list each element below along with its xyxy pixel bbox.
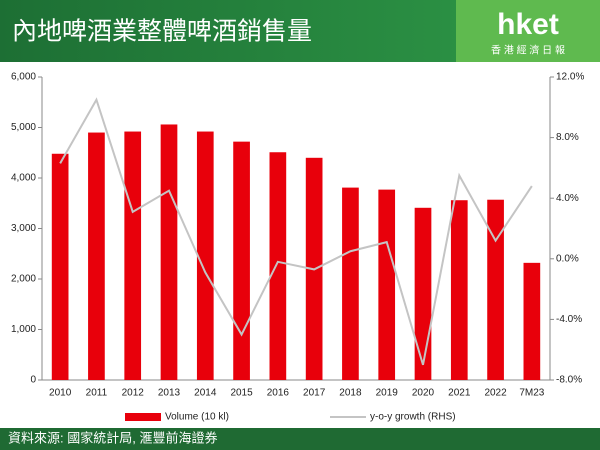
source-note: 資料來源: 國家統計局, 滙豐前海證券 <box>8 430 217 445</box>
bar <box>487 199 504 380</box>
x-tick-label: 2021 <box>448 388 471 399</box>
y2-tick-label: 12.0% <box>556 72 584 83</box>
footer-bar <box>0 428 600 450</box>
bar <box>88 132 105 380</box>
y-tick-label: 1,000 <box>11 324 36 335</box>
x-tick-label: 2020 <box>412 388 435 399</box>
y2-tick-label: -4.0% <box>556 314 582 325</box>
x-tick-label: 2010 <box>49 388 72 399</box>
line <box>59 97 533 366</box>
logo-box <box>456 0 600 62</box>
y-tick-label: 6,000 <box>11 72 36 83</box>
x-tick-label: 2015 <box>230 388 253 399</box>
plot: 0 1,000 2,000 3,000 4,000 5,000 6,000 -8.0% -4.0… <box>11 72 584 423</box>
x-tick-label: 2011 <box>86 388 108 399</box>
x-tick-label: 2022 <box>484 388 507 399</box>
bar <box>269 152 287 380</box>
x-tick-label: 2017 <box>303 388 326 399</box>
bar <box>523 262 541 380</box>
bar <box>160 124 178 380</box>
y2-tick-label: 8.0% <box>556 132 579 143</box>
bar <box>414 207 432 380</box>
y2-tick-label: -8.0% <box>556 375 582 386</box>
y2-tick-label: 4.0% <box>556 193 579 204</box>
x-tick-label: 7M23 <box>519 388 544 399</box>
legend-label: Volume (10 kl) <box>165 412 229 423</box>
legend-swatch <box>125 413 161 421</box>
y-tick-label: 5,000 <box>11 122 36 133</box>
x-tick-label: 2016 <box>267 388 290 399</box>
logo-tagline: 香 港 經 濟 日 報 <box>491 44 565 57</box>
y-tick-label: 2,000 <box>11 274 36 285</box>
bar <box>342 187 359 380</box>
legend-label: y-o-y growth (RHS) <box>370 412 456 423</box>
y-tick-label: 4,000 <box>11 173 36 184</box>
bar <box>378 189 396 380</box>
x-tick-label: 2018 <box>339 388 362 399</box>
y2-tick-label: 0.0% <box>556 253 579 264</box>
x-tick-label: 2019 <box>376 388 399 399</box>
chart-title: 內地啤酒業整體啤酒銷售量 <box>12 18 312 46</box>
bar <box>51 153 69 380</box>
y-tick-label: 3,000 <box>11 223 36 234</box>
logo: hket <box>497 8 559 41</box>
bar <box>233 141 250 380</box>
bar <box>450 200 468 380</box>
y-tick-label: 0 <box>30 375 36 386</box>
bar <box>124 131 142 380</box>
x-tick-label: 2012 <box>122 388 145 399</box>
x-tick-label: 2014 <box>194 388 217 399</box>
bar <box>196 131 214 380</box>
x-tick-label: 2013 <box>158 388 181 399</box>
